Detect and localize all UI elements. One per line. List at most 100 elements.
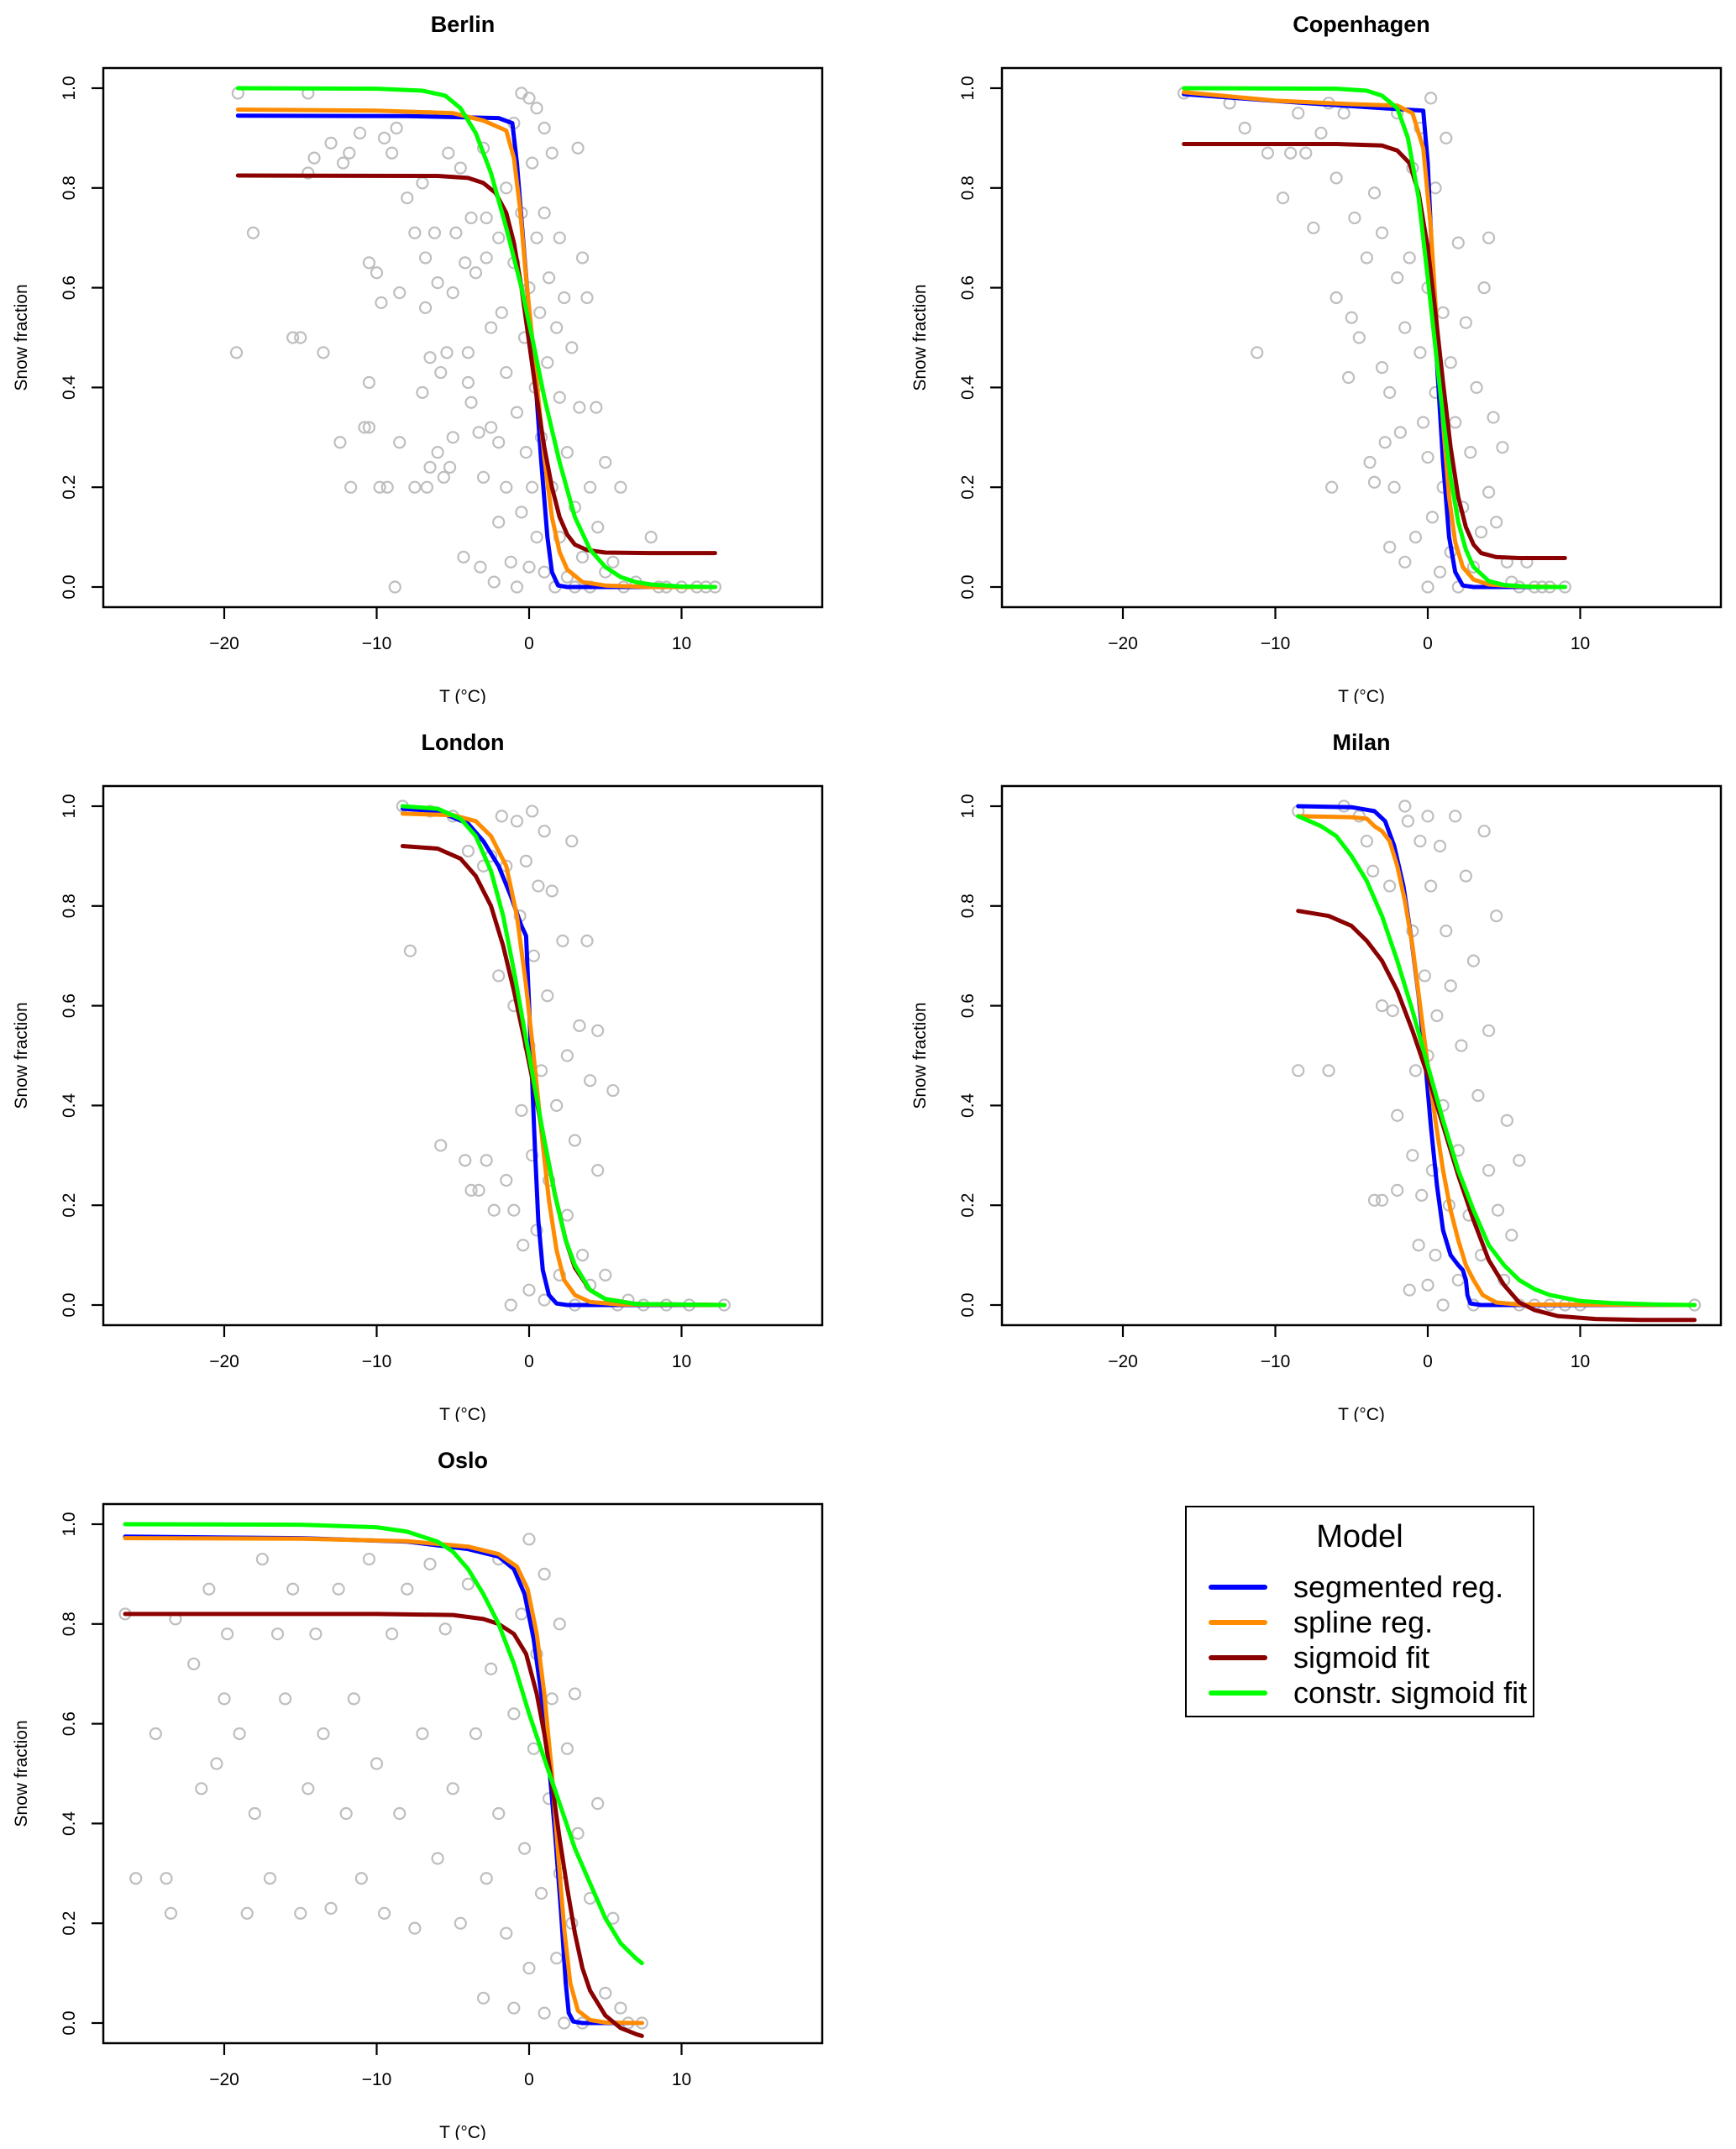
scatter-point bbox=[1421, 580, 1434, 594]
panel-oslo: Oslo −20 −10 0 10 0.0 0.2 0.4 0.6 0.8 1.0 T (°C) Sno… bbox=[12, 1448, 824, 2140]
scatter-point bbox=[487, 1203, 501, 1217]
scatter-point bbox=[565, 341, 579, 354]
scatter-point bbox=[279, 1692, 292, 1706]
plot-box bbox=[1000, 784, 1723, 1327]
y-axis-label: Snow fraction bbox=[12, 1002, 31, 1109]
scatter-point bbox=[1408, 530, 1423, 544]
scatter-point bbox=[1387, 480, 1401, 494]
scatter-point bbox=[1276, 191, 1290, 205]
legend-swatch-sigmoid bbox=[1209, 1655, 1267, 1660]
scatter-point bbox=[571, 141, 585, 155]
panel-title: Berlin bbox=[431, 12, 496, 37]
panel-title: Oslo bbox=[438, 1448, 488, 1473]
scatter-point bbox=[1451, 1273, 1465, 1287]
scatter-point bbox=[1440, 924, 1453, 938]
scatter-point bbox=[492, 436, 506, 449]
scatter-point bbox=[550, 1952, 564, 1965]
scatter-point bbox=[446, 286, 459, 300]
scatter-point bbox=[530, 530, 543, 544]
scatter-points bbox=[229, 86, 722, 594]
scatter-point bbox=[302, 166, 315, 180]
scatter-point bbox=[418, 301, 433, 314]
scatter-point bbox=[560, 446, 574, 459]
scatter-point bbox=[218, 1692, 231, 1706]
scatter-point bbox=[461, 1577, 475, 1591]
curve-sigmoid-fit bbox=[1182, 142, 1567, 560]
scatter-point bbox=[480, 1154, 493, 1167]
scatter-point bbox=[519, 446, 532, 459]
scatter-point bbox=[1367, 475, 1382, 489]
scatter-point bbox=[1284, 146, 1298, 160]
scatter-point bbox=[1418, 969, 1431, 983]
scatter-point bbox=[517, 1239, 530, 1252]
scatter-point bbox=[1491, 1203, 1505, 1217]
scatter-point bbox=[454, 161, 467, 175]
scatter-point bbox=[401, 191, 414, 205]
x-tick-label: −20 bbox=[209, 634, 239, 653]
scatter-point bbox=[373, 480, 386, 494]
scatter-point bbox=[575, 550, 590, 563]
x-tick-label: −20 bbox=[1108, 634, 1138, 653]
scatter-point bbox=[1412, 1239, 1425, 1252]
legend-swatch-constr-sigmoid bbox=[1209, 1690, 1267, 1696]
curve-constr-sigmoid-fit bbox=[235, 86, 717, 590]
scatter-point bbox=[545, 1692, 559, 1706]
scatter-point bbox=[550, 321, 564, 334]
scatter-point bbox=[336, 156, 350, 170]
scatter-point bbox=[1471, 1088, 1485, 1103]
scatter-point bbox=[1459, 316, 1472, 329]
scatter-point bbox=[377, 1906, 391, 1920]
scatter-point bbox=[358, 421, 371, 434]
scatter-point bbox=[1487, 411, 1500, 424]
scatter-point bbox=[393, 286, 406, 300]
scatter-point bbox=[1500, 1114, 1513, 1127]
scatter-point bbox=[302, 1782, 315, 1795]
scatter-point bbox=[553, 231, 566, 244]
scatter-point bbox=[459, 1154, 472, 1167]
scatter-point bbox=[375, 296, 388, 310]
curve-constr-sigmoid-fit bbox=[1296, 814, 1697, 1308]
model-curves bbox=[1296, 804, 1697, 1323]
x-tick-label: 0 bbox=[1423, 1352, 1433, 1371]
panel-london: London −20 −10 0 10 0.0 0.2 0.4 0.6 0.8 1.0 T (°C) S… bbox=[12, 730, 824, 1422]
legend-entry-segmented: segmented reg. bbox=[1187, 1570, 1533, 1605]
scatter-point bbox=[1360, 834, 1374, 848]
scatter-point bbox=[129, 1872, 143, 1885]
y-tick-label: 0.4 bbox=[60, 1093, 79, 1118]
panel-title: Copenhagen bbox=[1293, 12, 1430, 37]
scatter-point bbox=[294, 331, 307, 344]
scatter-point bbox=[164, 1906, 178, 1920]
scatter-point bbox=[423, 351, 437, 364]
scatter-point bbox=[344, 480, 358, 494]
scatter-point bbox=[480, 211, 493, 225]
scatter-point bbox=[1391, 1109, 1404, 1122]
scatter-point bbox=[517, 1842, 532, 1855]
y-tick-label: 0.2 bbox=[60, 475, 79, 500]
scatter-point bbox=[210, 1757, 223, 1770]
y-tick-label: 0.0 bbox=[958, 574, 978, 599]
y-tick-label: 1.0 bbox=[60, 1512, 79, 1536]
scatter-point bbox=[469, 1727, 483, 1741]
y-tick-label: 0.0 bbox=[60, 574, 79, 599]
scatter-points bbox=[1292, 799, 1702, 1312]
scatter-point bbox=[1375, 1193, 1389, 1207]
scatter-point bbox=[583, 480, 597, 494]
scatter-point bbox=[1449, 810, 1462, 823]
scatter-point bbox=[526, 1149, 539, 1162]
curve-constr-sigmoid-fit bbox=[1182, 86, 1567, 590]
scatter-point bbox=[560, 1742, 574, 1755]
x-tick-label: 10 bbox=[1571, 634, 1590, 653]
scatter-point bbox=[500, 480, 513, 494]
scatter-point bbox=[388, 580, 401, 594]
legend-label-sigmoid: sigmoid fit bbox=[1293, 1640, 1430, 1675]
scatter-point bbox=[1378, 436, 1392, 449]
scatter-point bbox=[347, 1692, 360, 1706]
x-tick-label: 10 bbox=[672, 2070, 691, 2089]
scatter-point bbox=[1436, 1298, 1450, 1312]
scatter-point bbox=[446, 431, 459, 444]
scatter-point bbox=[1430, 1009, 1444, 1023]
scatter-point bbox=[522, 1533, 536, 1546]
scatter-point bbox=[492, 516, 506, 529]
scatter-point bbox=[583, 1074, 597, 1088]
scatter-point bbox=[1421, 810, 1434, 823]
